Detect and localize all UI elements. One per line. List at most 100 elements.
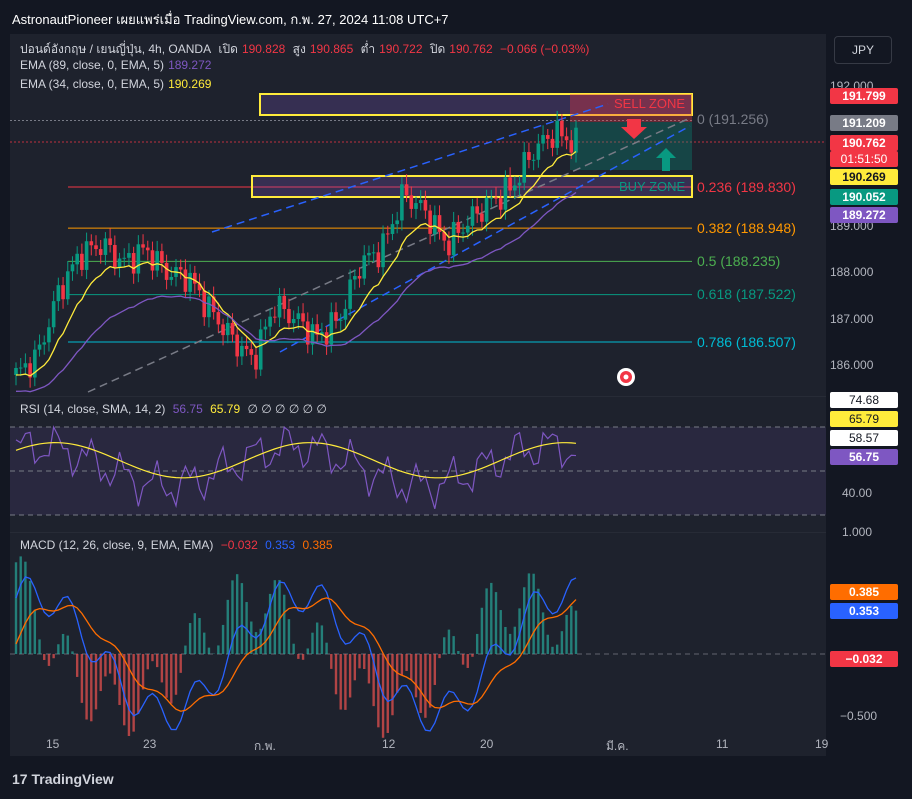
- macd-hist-bar: [330, 654, 333, 669]
- candle-body: [98, 249, 103, 255]
- macd-hist-bar: [151, 654, 154, 662]
- candle-body: [301, 313, 305, 322]
- macd-hist-bar: [155, 654, 159, 668]
- ema89-legend: EMA (89, close, 0, EMA, 5) 189.272: [20, 58, 215, 72]
- macd-hist-bar: [297, 654, 300, 659]
- candle-body: [183, 269, 188, 292]
- macd-hist-bar: [57, 644, 60, 654]
- macd-hist-bar: [555, 644, 559, 654]
- x-tick: 15: [46, 737, 60, 751]
- candle-body: [207, 296, 211, 318]
- candle-body: [494, 197, 498, 199]
- close-label: ปิด: [429, 42, 446, 56]
- macd-hist-bar: [217, 645, 220, 654]
- macd-hist-bar: [165, 654, 168, 698]
- x-tick: มี.ค.: [606, 739, 629, 753]
- macd-hist-bar: [499, 610, 502, 654]
- macd-hist-bar: [203, 632, 206, 654]
- macd-hist-bar: [461, 654, 465, 665]
- candle-body: [324, 332, 329, 345]
- candle-body: [117, 258, 122, 268]
- candle-body: [23, 363, 28, 368]
- macd-hist-bar: [268, 593, 272, 654]
- candle-body: [108, 238, 112, 246]
- candle-body: [193, 272, 197, 284]
- candle-body: [343, 308, 348, 320]
- macd-hist-bar: [174, 654, 178, 695]
- x-tick: 11: [716, 737, 729, 751]
- candle-body: [385, 233, 390, 235]
- macd-hist-bar: [452, 636, 455, 654]
- macd-signal-line: [15, 597, 577, 712]
- high-value: 190.865: [309, 42, 354, 56]
- rsi-axis-value: 56.75: [830, 449, 898, 465]
- macd-hist-bar: [283, 594, 286, 654]
- candle-body: [338, 319, 343, 321]
- macd-hist-bar: [99, 654, 102, 692]
- macd-hist-bar: [325, 642, 328, 654]
- x-tick: 23: [143, 737, 157, 751]
- publish-title: AstronautPioneer เผยแพร่เมื่อ TradingVie…: [12, 12, 449, 27]
- candle-body: [145, 247, 150, 251]
- macd-hist-bar: [19, 556, 22, 654]
- candle-body: [291, 319, 296, 324]
- macd-value: 0.353: [265, 538, 296, 552]
- pane-divider: [10, 396, 826, 397]
- candle-body: [560, 120, 564, 137]
- macd-hist-bar: [306, 648, 309, 654]
- candle-body: [305, 321, 310, 345]
- fib-label-0618: 0.618 (187.522): [697, 286, 796, 302]
- candle-body: [188, 272, 192, 292]
- macd-hist-bar: [433, 654, 437, 685]
- macd-hist-bar: [231, 580, 234, 654]
- candle-body: [65, 271, 70, 300]
- candle-body: [348, 279, 352, 309]
- ema34-line: [15, 150, 577, 377]
- candle-body: [75, 253, 79, 265]
- macd-legend: MACD (12, 26, close, 9, EMA, EMA) −0.032…: [20, 538, 337, 552]
- chart-frame[interactable]: [10, 34, 826, 756]
- rsi-axis-low: 40.00: [842, 486, 873, 500]
- candle-body: [508, 177, 512, 191]
- macd-hist-bar: [513, 626, 517, 654]
- macd-hist-bar: [334, 654, 338, 695]
- candle-body: [42, 342, 47, 345]
- currency-button[interactable]: JPY: [834, 36, 892, 64]
- rsi-legend: RSI (14, close, SMA, 14, 2) 56.75 65.79 …: [20, 402, 331, 416]
- candle-body: [414, 203, 418, 209]
- candle-body: [517, 182, 522, 186]
- candle-body: [164, 262, 169, 280]
- macd-axis-macd: 0.353: [830, 603, 898, 619]
- candle-body: [122, 257, 127, 259]
- ema34-value: 190.269: [168, 77, 212, 91]
- macd-hist-bar: [254, 632, 258, 654]
- candle-body: [80, 253, 84, 270]
- macd-hist-bar: [259, 628, 262, 654]
- price-tag-ema34: 190.269: [830, 169, 898, 185]
- fib-label-0236: 0.236 (189.830): [697, 179, 796, 195]
- channel-upper: [211, 103, 609, 233]
- candle-body: [357, 276, 362, 279]
- macd-hist-bar: [570, 605, 573, 654]
- macd-hist-bar: [141, 654, 145, 690]
- rsi-value: 56.75: [172, 402, 203, 416]
- macd-hist-bar: [226, 599, 229, 654]
- macd-hist-bar: [424, 654, 427, 718]
- macd-hist-bar: [363, 654, 366, 670]
- candle-body: [254, 354, 258, 370]
- candle-body: [268, 316, 272, 327]
- macd-hist-bar: [565, 614, 568, 654]
- candle-body: [404, 184, 409, 196]
- macd-hist-bar: [527, 573, 531, 654]
- macd-hist-bar: [108, 654, 112, 674]
- macd-hist-bar: [560, 631, 564, 654]
- top-bar: AstronautPioneer เผยแพร่เมื่อ TradingVie…: [0, 0, 912, 34]
- buy-zone-label: BUY ZONE: [619, 179, 686, 194]
- macd-hist-bar: [367, 654, 371, 684]
- candle-body: [423, 200, 428, 211]
- macd-hist-bar: [574, 610, 578, 654]
- macd-hist-bar: [410, 654, 413, 681]
- macd-hist-bar: [250, 621, 253, 654]
- macd-hist-bar: [146, 654, 149, 670]
